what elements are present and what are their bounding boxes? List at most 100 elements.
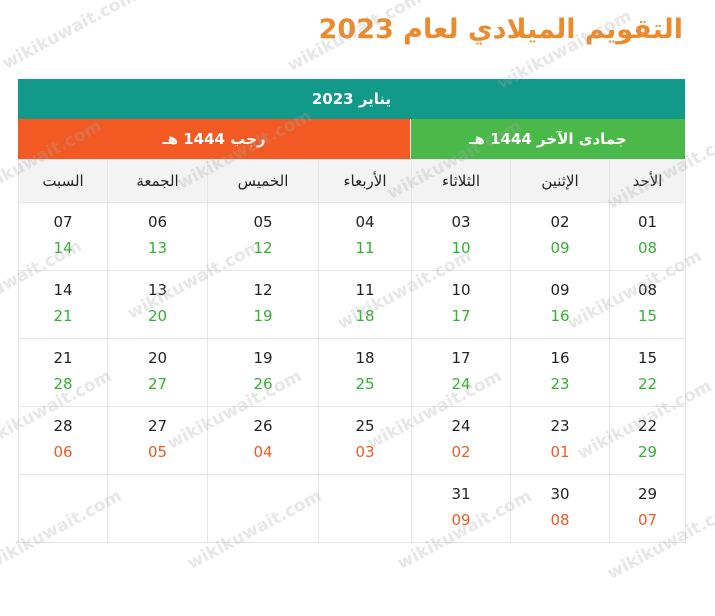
- gregorian-day: 18: [355, 349, 375, 367]
- gregorian-day: 07: [53, 213, 73, 231]
- hijri-day: 14: [53, 239, 73, 257]
- month-header: يناير 2023: [18, 79, 685, 119]
- hijri-month-jumada: جمادى الآخر 1444 هـ: [411, 119, 685, 159]
- hijri-day: 04: [253, 443, 273, 461]
- weekday-header-row: السبت الجمعة الخميس الأربعاء الثلاثاء ال…: [18, 159, 686, 203]
- hijri-day: 22: [637, 375, 658, 393]
- day-cell: 08 15: [609, 270, 686, 339]
- gregorian-day: 31: [451, 485, 471, 503]
- hijri-day: 19: [253, 307, 273, 325]
- day-cell: 09 16: [510, 270, 610, 339]
- hijri-month-row: رجب 1444 هـ جمادى الآخر 1444 هـ: [18, 119, 685, 159]
- day-cell: 06 13: [107, 202, 208, 271]
- gregorian-day: 24: [451, 417, 471, 435]
- hijri-day: 28: [53, 375, 73, 393]
- day-cell: 12 19: [207, 270, 319, 339]
- day-cell: 01 08: [609, 202, 686, 271]
- hijri-day: 05: [147, 443, 168, 461]
- week-row: 14 21 13 20 12 19 11 18 10 17 09 16 08 15: [18, 270, 686, 339]
- gregorian-day: 21: [53, 349, 73, 367]
- gregorian-day: 20: [147, 349, 168, 367]
- hijri-day: [19, 511, 107, 531]
- gregorian-day: 14: [53, 281, 73, 299]
- weekday-friday: الجمعة: [107, 159, 208, 203]
- day-cell: 23 01: [510, 406, 610, 475]
- calendar-grid: السبت الجمعة الخميس الأربعاء الثلاثاء ال…: [18, 159, 686, 543]
- hijri-day: 12: [253, 239, 273, 257]
- gregorian-day: 13: [147, 281, 168, 299]
- hijri-day: 18: [355, 307, 375, 325]
- gregorian-day: 16: [550, 349, 570, 367]
- week-row: 07 14 06 13 05 12 04 11 03 10 02 09 01 08: [18, 202, 686, 271]
- day-cell: 28 06: [18, 406, 108, 475]
- day-cell: 26 04: [207, 406, 319, 475]
- day-cell: 02 09: [510, 202, 610, 271]
- hijri-day: 16: [550, 307, 570, 325]
- hijri-day: 03: [355, 443, 375, 461]
- hijri-day: 13: [147, 239, 168, 257]
- watermark-text: wikikuwait.com: [0, 0, 141, 74]
- gregorian-day: 06: [147, 213, 168, 231]
- hijri-day: 17: [451, 307, 471, 325]
- day-cell: [18, 474, 108, 543]
- gregorian-day: 11: [355, 281, 375, 299]
- hijri-day: [319, 511, 411, 531]
- day-cell: 19 26: [207, 338, 319, 407]
- week-row: 28 06 27 05 26 04 25 03 24 02 23 01 22 29: [18, 406, 686, 475]
- gregorian-day: 29: [637, 485, 658, 503]
- gregorian-day: [319, 485, 411, 505]
- gregorian-day: 22: [637, 417, 658, 435]
- hijri-day: 01: [550, 443, 570, 461]
- gregorian-day: 27: [147, 417, 168, 435]
- gregorian-day: [108, 485, 207, 505]
- day-cell: [207, 474, 319, 543]
- gregorian-day: 08: [637, 281, 658, 299]
- hijri-day: 25: [355, 375, 375, 393]
- gregorian-day: 25: [355, 417, 375, 435]
- day-cell: 04 11: [318, 202, 412, 271]
- day-cell: [107, 474, 208, 543]
- day-cell: 17 24: [411, 338, 511, 407]
- hijri-day: 23: [550, 375, 570, 393]
- hijri-day: 09: [451, 511, 471, 529]
- hijri-day: 20: [147, 307, 168, 325]
- day-cell: 30 08: [510, 474, 610, 543]
- hijri-day: 24: [451, 375, 471, 393]
- gregorian-day: 04: [355, 213, 375, 231]
- calendar: يناير 2023 رجب 1444 هـ جمادى الآخر 1444 …: [18, 79, 686, 543]
- weekday-tuesday: الثلاثاء: [411, 159, 511, 203]
- day-cell: 03 10: [411, 202, 511, 271]
- gregorian-day: 12: [253, 281, 273, 299]
- gregorian-day: 19: [253, 349, 273, 367]
- gregorian-day: 23: [550, 417, 570, 435]
- gregorian-day: 03: [451, 213, 471, 231]
- gregorian-day: 10: [451, 281, 471, 299]
- day-cell: 29 07: [609, 474, 686, 543]
- gregorian-day: 01: [637, 213, 658, 231]
- weekday-monday: الإثنين: [510, 159, 610, 203]
- day-cell: 25 03: [318, 406, 412, 475]
- day-cell: 27 05: [107, 406, 208, 475]
- day-cell: [318, 474, 412, 543]
- day-cell: 21 28: [18, 338, 108, 407]
- week-row: 31 09 30 08 29 07: [18, 474, 686, 543]
- gregorian-day: [208, 485, 318, 505]
- hijri-day: 15: [637, 307, 658, 325]
- hijri-day: 08: [637, 239, 658, 257]
- day-cell: 13 20: [107, 270, 208, 339]
- weekday-thursday: الخميس: [207, 159, 319, 203]
- gregorian-day: 17: [451, 349, 471, 367]
- hijri-day: 10: [451, 239, 471, 257]
- hijri-day: 11: [355, 239, 375, 257]
- weekday-sunday: الأحد: [609, 159, 686, 203]
- day-cell: 10 17: [411, 270, 511, 339]
- day-cell: 16 23: [510, 338, 610, 407]
- hijri-day: [108, 511, 207, 531]
- weekday-saturday: السبت: [18, 159, 108, 203]
- gregorian-day: 28: [53, 417, 73, 435]
- hijri-day: 26: [253, 375, 273, 393]
- day-cell: 31 09: [411, 474, 511, 543]
- day-cell: 07 14: [18, 202, 108, 271]
- gregorian-day: 02: [550, 213, 570, 231]
- weekday-wednesday: الأربعاء: [318, 159, 412, 203]
